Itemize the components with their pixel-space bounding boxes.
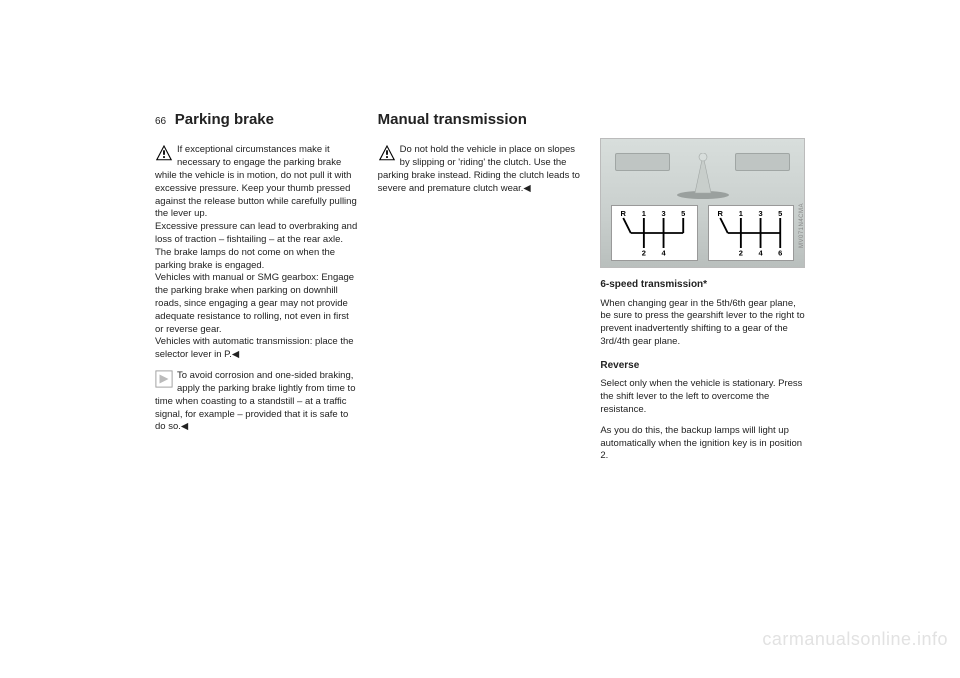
heading-reverse: Reverse (600, 359, 805, 373)
dash-panel-left (615, 153, 670, 171)
gear-boot-icon (673, 153, 733, 199)
gear-1: 1 (642, 209, 646, 218)
shift-pattern-6speed: R 1 3 5 2 4 6 (708, 205, 794, 261)
manual-page: 66 Parking brake If exceptional circumst… (155, 110, 805, 471)
warning-block: If exceptional circumstances make it nec… (155, 144, 360, 362)
column-1: 66 Parking brake If exceptional circumst… (155, 110, 360, 471)
gear-4: 4 (758, 248, 763, 257)
gear-5: 5 (778, 209, 782, 218)
para-reverse-2: As you do this, the backup lamps will li… (600, 425, 805, 463)
para-6speed: When changing gear in the 5th/6th gear p… (600, 298, 805, 349)
page-number: 66 (155, 115, 166, 129)
gear-2: 2 (738, 248, 742, 257)
column-2: Manual transmission Do not hold the vehi… (378, 110, 583, 471)
heading-row: 66 Parking brake (155, 110, 360, 144)
dash-panel-right (735, 153, 790, 171)
column-3: R 1 3 5 2 4 (600, 110, 805, 471)
heading-manual-transmission: Manual transmission (378, 110, 527, 130)
para-reverse-1: Select only when the vehicle is stationa… (600, 378, 805, 416)
warning-text: If exceptional circumstances make it nec… (155, 144, 357, 360)
tip-block: To avoid corrosion and one-sided braking… (155, 370, 360, 434)
warning-icon (155, 144, 173, 162)
gear-6: 6 (778, 248, 782, 257)
spacer (600, 110, 805, 138)
figure-dashboard (611, 147, 794, 197)
warning-icon (378, 144, 396, 162)
warning-text-2: Do not hold the vehicle in place on slop… (378, 144, 580, 193)
gear-3: 3 (758, 209, 762, 218)
tip-text: To avoid corrosion and one-sided braking… (155, 370, 355, 432)
gearshift-figure: R 1 3 5 2 4 (600, 138, 805, 268)
warning-block-2: Do not hold the vehicle in place on slop… (378, 144, 583, 195)
gear-5: 5 (681, 209, 685, 218)
gear-1: 1 (738, 209, 742, 218)
watermark: carmanualsonline.info (762, 629, 948, 650)
gear-R: R (717, 209, 723, 218)
gear-3: 3 (662, 209, 666, 218)
gear-R: R (621, 209, 627, 218)
heading-parking-brake: Parking brake (175, 110, 274, 130)
shift-diagrams: R 1 3 5 2 4 (611, 205, 794, 261)
heading-6speed: 6-speed transmission* (600, 278, 805, 292)
figure-code: MV071N4CMA (798, 203, 805, 248)
gear-4: 4 (662, 248, 667, 257)
shift-pattern-5speed: R 1 3 5 2 4 (611, 205, 697, 261)
tip-icon (155, 370, 173, 388)
gear-2: 2 (642, 248, 646, 257)
